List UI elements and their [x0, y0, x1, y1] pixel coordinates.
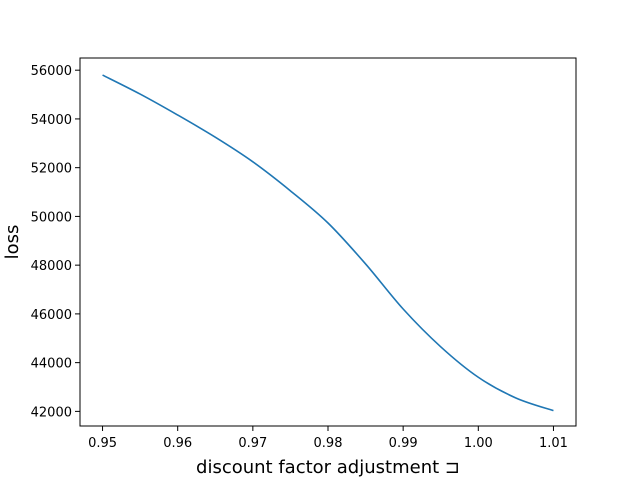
x-tick-label: 1.00: [464, 436, 493, 451]
y-tick-label: 48000: [31, 259, 72, 274]
x-tick-label: 0.95: [88, 436, 117, 451]
plot-layer: [102, 74, 554, 412]
y-tick-label: 56000: [31, 64, 72, 79]
x-tick-label: 0.97: [238, 436, 267, 451]
x-tick-label: 0.96: [163, 436, 192, 451]
x-axis-title: discount factor adjustment ⊐: [196, 457, 460, 478]
y-tick-label: 42000: [31, 405, 72, 420]
y-axis-ticks: 42000 44000 46000 48000 50000 52000 54000 56000: [31, 64, 80, 420]
y-tick-label: 50000: [31, 210, 72, 225]
y-tick-label: 52000: [31, 162, 72, 177]
y-tick-label: 54000: [31, 113, 72, 128]
x-tick-label: 0.98: [314, 436, 343, 451]
y-tick-label: 44000: [31, 357, 72, 372]
x-tick-label: 1.01: [539, 436, 568, 451]
x-axis-ticks: 0.95 0.96 0.97 0.98 0.99 1.00 1.01: [88, 426, 568, 451]
x-tick-label: 0.99: [389, 436, 418, 451]
series-line: [102, 74, 554, 412]
y-axis-title: loss: [2, 225, 23, 260]
y-tick-label: 46000: [31, 308, 72, 323]
